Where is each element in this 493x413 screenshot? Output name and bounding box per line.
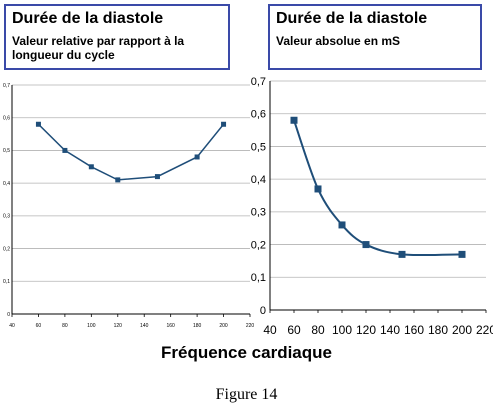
right-chart-title: Durée de la diastole: [276, 10, 428, 27]
right-chart-subtitle: Valeur absolue en mS: [276, 34, 401, 48]
left-y-tick-label: 0,4: [3, 181, 10, 187]
x-axis-caption: Fréquence cardiaque: [160, 343, 332, 362]
left-x-tick-label: 200: [219, 323, 228, 329]
left-x-tick-label: 80: [62, 323, 68, 329]
right-data-point: [458, 250, 466, 258]
left-y-tick-label: 0,1: [3, 279, 10, 285]
right-data-point: [338, 221, 346, 229]
left-data-point: [194, 154, 200, 160]
left-chart-title: Durée de la diastole: [12, 10, 164, 27]
left-x-tick-label: 120: [114, 323, 123, 329]
left-data-point: [115, 177, 121, 183]
left-y-tick-label: 0,3: [3, 214, 10, 220]
left-y-tick-label: 0,6: [3, 115, 10, 121]
right-y-tick-label: 0,4: [251, 174, 266, 186]
right-x-tick-label: 140: [380, 323, 400, 337]
left-title-box: Durée de la diastole Valeur relative par…: [4, 4, 230, 70]
left-y-tick-label: 0,7: [3, 83, 10, 89]
right-data-point: [398, 250, 406, 258]
left-y-tick-label: 0: [7, 312, 10, 318]
left-x-tick-label: 220: [246, 323, 255, 329]
right-x-tick-label: 60: [287, 323, 301, 337]
left-y-tick-label: 0,2: [3, 246, 10, 252]
left-x-tick-label: 160: [166, 323, 175, 329]
left-chart: 0 0,1 0,2 0,3 0,4 0,5 0,6 0,7 40 60 80 100 120 140 160…: [3, 83, 254, 329]
right-y-tick-label: 0,7: [251, 76, 266, 88]
right-data-point: [290, 116, 298, 124]
left-y-tick-label: 0,5: [3, 148, 10, 154]
right-data-point: [314, 185, 322, 193]
left-data-point: [221, 121, 227, 127]
left-x-tick-label: 60: [36, 323, 42, 329]
right-y-tick-label: 0,1: [251, 272, 266, 284]
right-y-tick-label: 0,3: [251, 207, 266, 219]
right-title-box: Durée de la diastole Valeur absolue en m…: [268, 4, 482, 70]
right-y-tick-label: 0,5: [251, 141, 266, 153]
right-y-tick-label: 0,6: [251, 109, 266, 121]
right-x-tick-label: 160: [404, 323, 424, 337]
left-data-point: [88, 164, 94, 170]
left-data-point: [62, 147, 68, 153]
right-x-tick-label: 200: [452, 323, 472, 337]
right-x-tick-label: 180: [428, 323, 448, 337]
right-chart: 0 0,1 0,2 0,3 0,4 0,5 0,6 0,7 40 60 80 100 120 140 160…: [251, 76, 493, 337]
left-data-point: [35, 121, 41, 127]
left-x-tick-label: 40: [9, 323, 15, 329]
figure-caption: Figure 14: [215, 386, 278, 403]
right-x-tick-label: 220: [476, 323, 493, 337]
right-x-tick-label: 40: [263, 323, 277, 337]
right-data-point: [362, 241, 370, 249]
right-y-tick-label: 0: [260, 305, 266, 317]
right-x-tick-label: 120: [356, 323, 376, 337]
left-chart-subtitle: Valeur relative par rapport à la longueu…: [12, 34, 185, 62]
right-x-tick-label: 100: [332, 323, 352, 337]
left-x-tick-label: 100: [87, 323, 96, 329]
left-x-tick-label: 140: [140, 323, 149, 329]
right-x-tick-label: 80: [311, 323, 325, 337]
left-x-tick-label: 180: [193, 323, 202, 329]
right-y-tick-label: 0,2: [251, 239, 266, 251]
left-data-point: [154, 174, 160, 180]
